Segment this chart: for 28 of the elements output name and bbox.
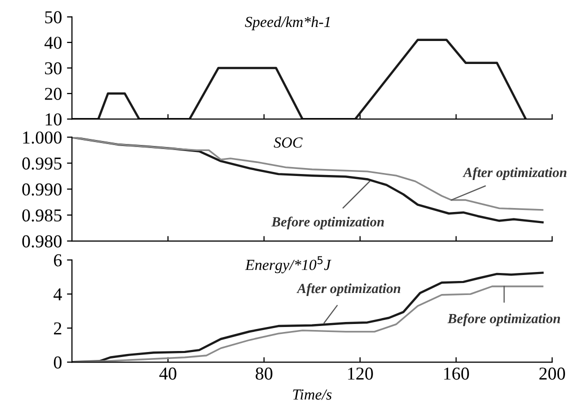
x-axis-title: Time/s (293, 389, 332, 400)
y-tick-label: 20 (44, 88, 62, 100)
x-tick-label: 120 (348, 368, 373, 380)
x-tick-label: 160 (444, 368, 469, 380)
x-tick-label: 40 (159, 368, 176, 380)
y-tick-label: 4 (54, 288, 62, 300)
y-tick-label: 30 (45, 62, 62, 74)
annotation: After optimization (296, 283, 400, 296)
y-tick-label: 0.980 (22, 235, 62, 248)
y-tick-label: 50 (45, 11, 62, 24)
annotation: After optimization (462, 167, 566, 180)
annotation: Before optimization (271, 216, 384, 230)
y-tick-label: 10 (46, 113, 62, 126)
chart-title: SOC (274, 137, 303, 148)
y-tick-label: 0 (54, 356, 62, 369)
y-tick-label: 0.995 (22, 157, 62, 170)
line-series (72, 38, 527, 120)
y-tick-label: 6 (54, 254, 62, 266)
chart-title: Energy/*10$^{5}$J (245, 256, 332, 274)
y-tick-label: 1.000 (23, 131, 62, 144)
y-tick-label: 40 (44, 36, 62, 49)
y-tick-label: 0.990 (22, 183, 62, 196)
chart-title: Speed/km*h-1 (244, 16, 330, 30)
x-tick-label: 200 (539, 368, 566, 380)
x-tick-label: 80 (256, 368, 272, 380)
y-tick-label: 0.985 (22, 209, 62, 222)
y-tick-label: 2 (54, 322, 62, 334)
annotation: Before optimization (447, 313, 560, 326)
